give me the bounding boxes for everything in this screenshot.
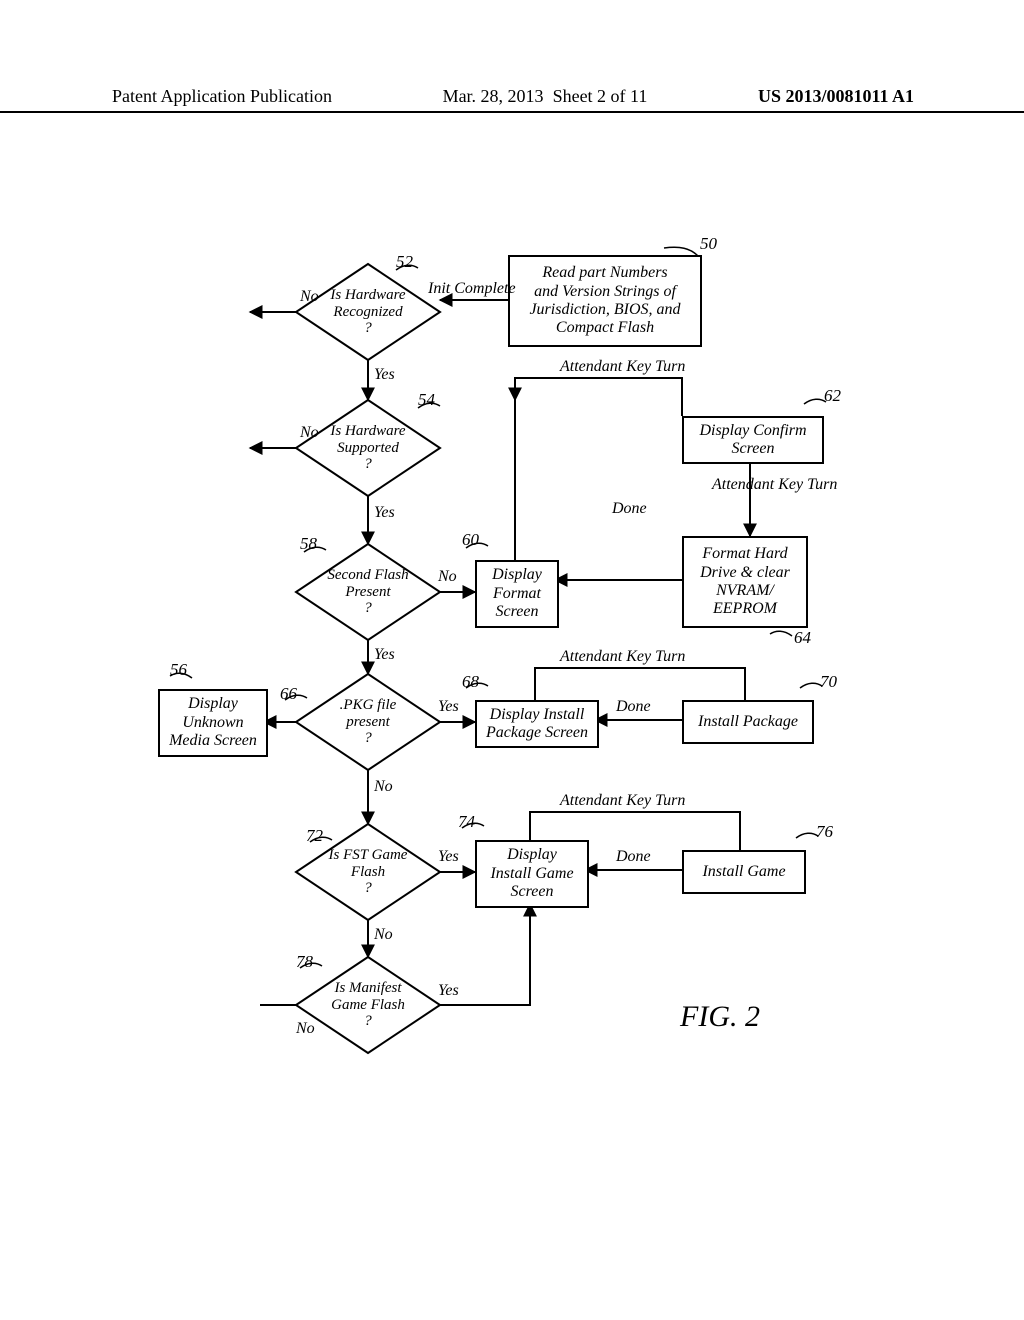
node-format-hard-drive: Format Hard Drive & clear NVRAM/ EEPROM <box>682 536 808 628</box>
label-no: No <box>300 424 319 442</box>
label-no: No <box>438 568 457 586</box>
ref-62: 62 <box>824 386 841 406</box>
label-done: Done <box>616 698 651 716</box>
label-yes: Yes <box>438 982 459 1000</box>
node-is-manifest-game-flash: Is Manifest Game Flash ? <box>296 957 440 1053</box>
label-attendant-key-turn: Attendant Key Turn <box>712 476 837 494</box>
label-yes: Yes <box>438 698 459 716</box>
node-is-hardware-supported: Is Hardware Supported ? <box>296 400 440 496</box>
node-display-install-game: Display Install Game Screen <box>475 840 589 908</box>
node-display-install-package: Display Install Package Screen <box>475 700 599 748</box>
label-done: Done <box>616 848 651 866</box>
ref-72: 72 <box>306 826 323 846</box>
flow-lines <box>0 0 1024 1320</box>
ref-70: 70 <box>820 672 837 692</box>
ref-60: 60 <box>462 530 479 550</box>
page: Patent Application Publication Mar. 28, … <box>0 0 1024 1320</box>
label-attendant-key-turn: Attendant Key Turn <box>560 792 685 810</box>
label-attendant-key-turn: Attendant Key Turn <box>560 648 685 666</box>
node-display-format-screen: Display Format Screen <box>475 560 559 628</box>
label-no: No <box>296 1020 315 1038</box>
node-read-part-numbers: Read part Numbers and Version Strings of… <box>508 255 702 347</box>
label-attendant-key-turn: Attendant Key Turn <box>560 358 685 376</box>
publication-title: Patent Application Publication <box>112 86 332 107</box>
ref-78: 78 <box>296 952 313 972</box>
ref-66: 66 <box>280 684 297 704</box>
label-yes: Yes <box>374 504 395 522</box>
node-display-unknown-media: Display Unknown Media Screen <box>158 689 268 757</box>
label-no: No <box>374 778 393 796</box>
node-pkg-file-present: .PKG file present ? <box>296 674 440 770</box>
label-yes: Yes <box>374 646 395 664</box>
label-done: Done <box>612 500 647 518</box>
ref-54: 54 <box>418 390 435 410</box>
ref-56: 56 <box>170 660 187 680</box>
label-init-complete: Init Complete <box>428 280 516 298</box>
node-install-package: Install Package <box>682 700 814 744</box>
node-is-hardware-recognized: Is Hardware Recognized ? <box>296 264 440 360</box>
ref-52: 52 <box>396 252 413 272</box>
ref-64: 64 <box>794 628 811 648</box>
page-header: Patent Application Publication Mar. 28, … <box>0 86 1024 113</box>
publication-date: Mar. 28, 2013 Sheet 2 of 11 <box>443 86 648 107</box>
publication-number: US 2013/0081011 A1 <box>758 86 914 107</box>
label-yes: Yes <box>374 366 395 384</box>
node-display-confirm-screen: Display Confirm Screen <box>682 416 824 464</box>
ref-58: 58 <box>300 534 317 554</box>
label-no: No <box>300 288 319 306</box>
ref-50: 50 <box>700 234 717 254</box>
label-yes: Yes <box>438 848 459 866</box>
label-no: No <box>374 926 393 944</box>
ref-76: 76 <box>816 822 833 842</box>
ref-74: 74 <box>458 812 475 832</box>
node-install-game: Install Game <box>682 850 806 894</box>
ref-68: 68 <box>462 672 479 692</box>
node-second-flash-present: Second Flash Present ? <box>296 544 440 640</box>
figure-label: FIG. 2 <box>680 1000 760 1034</box>
